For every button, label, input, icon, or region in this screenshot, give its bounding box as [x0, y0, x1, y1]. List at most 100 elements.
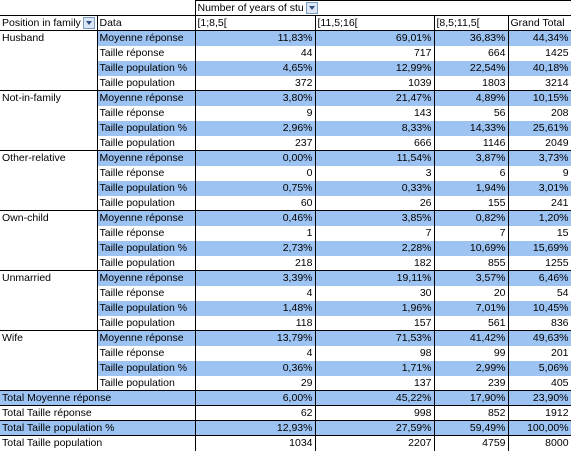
value-cell: 3,73%: [508, 150, 571, 166]
value-cell: 4,89%: [434, 90, 509, 106]
value-cell: 241: [508, 195, 571, 211]
value-cell: 1,94%: [434, 180, 509, 196]
value-cell: 0,46%: [195, 210, 316, 226]
measure-label: Taille réponse: [97, 165, 196, 181]
column-header-2: [11,5;16[: [315, 15, 435, 31]
value-cell: 4,65%: [195, 60, 316, 76]
total-label: Total Taille population %: [0, 420, 196, 436]
value-cell: 118: [195, 315, 316, 331]
value-cell: 1803: [434, 75, 509, 91]
measure-label: Taille réponse: [97, 225, 196, 241]
value-cell: 10,45%: [508, 300, 571, 316]
value-cell: 182: [315, 255, 435, 271]
table-row: Taille réponse 1 7 7 15: [0, 225, 571, 241]
value-cell: 41,42%: [434, 330, 509, 346]
value-cell: 137: [315, 375, 435, 391]
measure-label: Moyenne réponse: [97, 330, 196, 346]
measure-label: Taille population: [97, 75, 196, 91]
value-cell: 664: [434, 45, 509, 61]
value-cell: 836: [508, 315, 571, 331]
value-cell: 1255: [508, 255, 571, 271]
column-field-row: Number of years of stu: [0, 0, 571, 16]
column-header-3: [8,5;11,5[: [434, 15, 509, 31]
column-filter-dropdown-icon[interactable]: [305, 2, 318, 15]
total-label: Total Taille réponse: [0, 405, 196, 421]
value-cell: 237: [195, 135, 316, 151]
value-cell: 143: [315, 105, 435, 121]
total-value-cell: 59,49%: [434, 420, 509, 436]
row-field-header[interactable]: Position in family: [0, 15, 98, 31]
value-cell: 22,54%: [434, 60, 509, 76]
row-group-label: Not-in-family: [0, 90, 98, 151]
value-cell: 8,33%: [315, 120, 435, 136]
value-cell: 54: [508, 285, 571, 301]
table-row: Taille réponse 4 30 20 54: [0, 285, 571, 301]
value-cell: 5,06%: [508, 360, 571, 376]
measure-label: Moyenne réponse: [97, 270, 196, 286]
table-row: Taille population % 4,65% 12,99% 22,54% 40,1…: [0, 60, 571, 76]
value-cell: 44,34%: [508, 30, 571, 46]
value-cell: 666: [315, 135, 435, 151]
value-cell: 11,83%: [195, 30, 316, 46]
table-row: Unmarried Moyenne réponse 3,39% 19,11% 3,57%…: [0, 270, 571, 331]
value-cell: 3,01%: [508, 180, 571, 196]
value-cell: 71,53%: [315, 330, 435, 346]
value-cell: 0,33%: [315, 180, 435, 196]
total-value-cell: 1034: [195, 435, 316, 451]
measure-label: Taille population %: [97, 120, 196, 136]
total-value-cell: 23,90%: [508, 390, 571, 406]
value-cell: 6,46%: [508, 270, 571, 286]
value-cell: 1,71%: [315, 360, 435, 376]
value-cell: 717: [315, 45, 435, 61]
table-row: Taille réponse 9 143 56 208: [0, 105, 571, 121]
measure-label: Taille population %: [97, 360, 196, 376]
measure-label: Moyenne réponse: [97, 90, 196, 106]
measure-label: Taille population %: [97, 180, 196, 196]
value-cell: 4: [195, 345, 316, 361]
total-value-cell: 4759: [434, 435, 509, 451]
table-row: Taille population 60 26 155 241: [0, 195, 571, 211]
value-cell: 21,47%: [315, 90, 435, 106]
row-filter-dropdown-icon[interactable]: [82, 17, 95, 30]
measure-label: Taille réponse: [97, 105, 196, 121]
value-cell: 157: [315, 315, 435, 331]
value-cell: 10,15%: [508, 90, 571, 106]
value-cell: 2049: [508, 135, 571, 151]
value-cell: 3,85%: [315, 210, 435, 226]
value-cell: 4: [195, 285, 316, 301]
total-value-cell: 17,90%: [434, 390, 509, 406]
value-cell: 2,28%: [315, 240, 435, 256]
table-row: Taille population 218 182 855 1255: [0, 255, 571, 271]
table-row: Wife Moyenne réponse 13,79% 71,53% 41,42% 49,…: [0, 330, 571, 391]
measure-label: Taille population: [97, 375, 196, 391]
measure-label: Taille population: [97, 255, 196, 271]
value-cell: 239: [434, 375, 509, 391]
value-cell: 3214: [508, 75, 571, 91]
table-row: Taille réponse 4 98 99 201: [0, 345, 571, 361]
value-cell: 9: [195, 105, 316, 121]
table-row: Taille population % 2,73% 2,28% 10,69% 15,69…: [0, 240, 571, 256]
table-row: Not-in-family Moyenne réponse 3,80% 21,47% 4…: [0, 90, 571, 151]
total-row: Total Taille réponse 62 998 852 1912: [0, 405, 571, 421]
value-cell: 19,11%: [315, 270, 435, 286]
value-cell: 208: [508, 105, 571, 121]
value-cell: 0,82%: [434, 210, 509, 226]
measure-label: Moyenne réponse: [97, 30, 196, 46]
column-field-header[interactable]: Number of years of stu: [195, 0, 571, 16]
value-cell: 1039: [315, 75, 435, 91]
table-row: Other-relative Moyenne réponse 0,00% 11,54%…: [0, 150, 571, 211]
value-cell: 1,48%: [195, 300, 316, 316]
value-cell: 405: [508, 375, 571, 391]
value-cell: 0,36%: [195, 360, 316, 376]
value-cell: 218: [195, 255, 316, 271]
value-cell: 56: [434, 105, 509, 121]
table-row: Taille population 372 1039 1803 3214: [0, 75, 571, 91]
value-cell: 3,87%: [434, 150, 509, 166]
value-cell: 7: [315, 225, 435, 241]
value-cell: 3: [315, 165, 435, 181]
value-cell: 14,33%: [434, 120, 509, 136]
row-group-label: Husband: [0, 30, 98, 91]
value-cell: 13,79%: [195, 330, 316, 346]
value-cell: 36,83%: [434, 30, 509, 46]
value-cell: 69,01%: [315, 30, 435, 46]
